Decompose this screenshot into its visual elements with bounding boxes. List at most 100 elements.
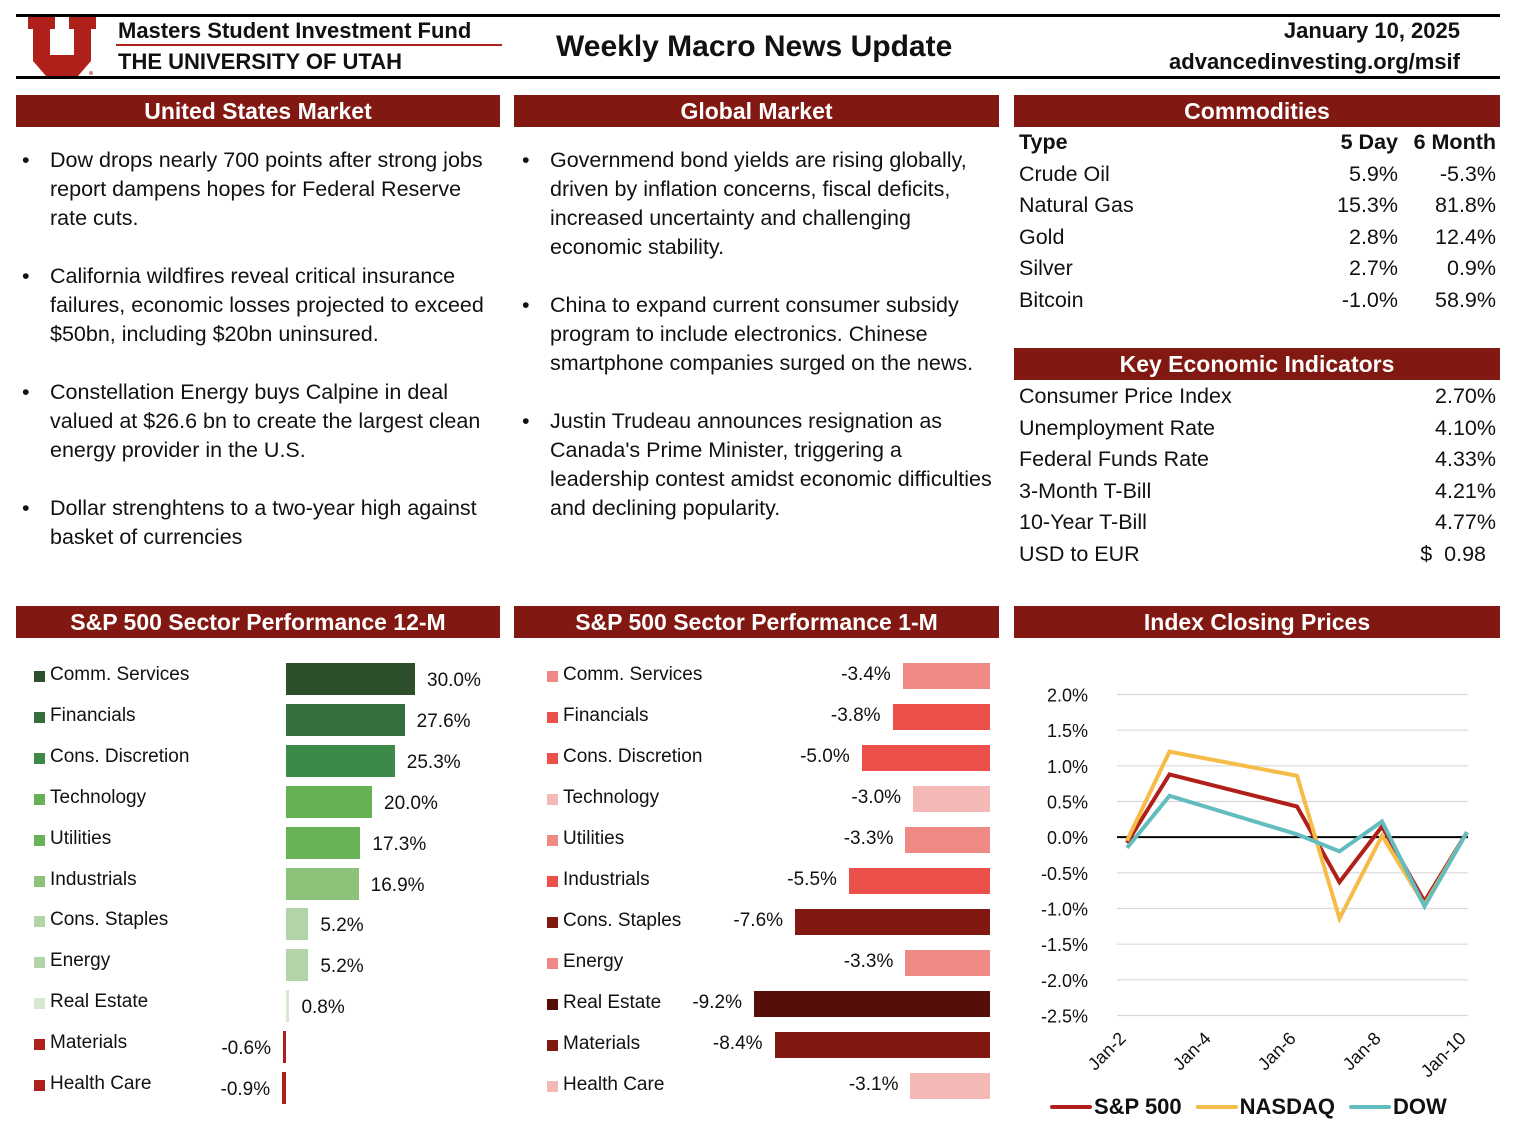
indicator-value: 4.21% bbox=[1435, 478, 1496, 503]
university-name: THE UNIVERSITY OF UTAH bbox=[118, 49, 402, 74]
y-tick-label: 0.0% bbox=[1047, 828, 1088, 848]
sector-1m-header: S&P 500 Sector Performance 1-M bbox=[514, 606, 999, 638]
table-row: Crude Oil 5.9% -5.3% bbox=[1019, 159, 1496, 191]
legend-square bbox=[547, 917, 558, 928]
bar bbox=[286, 867, 359, 900]
bar-value-label: 16.9% bbox=[370, 874, 425, 896]
bar-category-label: Industrials bbox=[563, 869, 650, 890]
bar-row: Financials 27.6% bbox=[16, 703, 500, 736]
bar bbox=[774, 1032, 990, 1058]
commodity-6month: 0.9% bbox=[1446, 256, 1496, 281]
us-bullet: Dow drops nearly 700 points after strong… bbox=[16, 146, 500, 233]
legend-square bbox=[34, 957, 45, 969]
legend-square bbox=[547, 753, 558, 764]
chart-legend: S&P 500 NASDAQ DOW bbox=[1050, 1094, 1461, 1120]
bar bbox=[283, 1031, 286, 1064]
indicator-value: 4.77% bbox=[1435, 510, 1496, 535]
bar-value-label: -3.3% bbox=[843, 951, 894, 972]
bar-row: Comm. Services 30.0% bbox=[16, 663, 500, 695]
table-row: Bitcoin -1.0% 58.9% bbox=[1019, 285, 1496, 317]
bar-row: Cons. Discretion 25.3% bbox=[16, 744, 500, 777]
commodity-name: Gold bbox=[1019, 224, 1065, 249]
bar-category-label: Industrials bbox=[50, 868, 137, 890]
bar bbox=[286, 826, 361, 859]
table-row: Federal Funds Rate 4.33% bbox=[1019, 444, 1496, 476]
commodity-5day: 15.3% bbox=[1337, 193, 1398, 218]
col-type: Type bbox=[1019, 130, 1068, 154]
bar bbox=[795, 909, 990, 935]
bar-value-label: -5.0% bbox=[800, 746, 850, 767]
bar-row: Comm. Services -3.4% bbox=[514, 663, 999, 695]
legend-square bbox=[34, 834, 45, 846]
table-row: 3-Month T-Bill 4.21% bbox=[1019, 476, 1496, 508]
bar-row: Financials -3.8% bbox=[514, 704, 999, 736]
y-tick-label: 2.0% bbox=[1047, 686, 1088, 706]
bar bbox=[754, 991, 990, 1017]
bar-row: Materials -0.6% bbox=[16, 1031, 500, 1064]
bar-value-label: -3.8% bbox=[830, 705, 881, 726]
global-bullet: Justin Trudeau announces resignation as … bbox=[516, 407, 996, 523]
commodity-name: Silver bbox=[1019, 256, 1073, 281]
bar-value-label: 5.2% bbox=[320, 915, 364, 937]
bar-value-label: 27.6% bbox=[416, 710, 471, 732]
bar-category-label: Comm. Services bbox=[563, 664, 703, 685]
col-6month: 6 Month bbox=[1413, 130, 1496, 154]
sector-12m-chart: Comm. Services 30.0% Financials 27.6% Cons. … bbox=[16, 663, 500, 1113]
bar-category-label: Materials bbox=[563, 1033, 641, 1054]
us-bullet: California wildfires reveal critical ins… bbox=[16, 262, 500, 349]
global-bullet: Governmend bond yields are rising global… bbox=[516, 146, 996, 262]
legend-swatch bbox=[1050, 1105, 1092, 1109]
bar-value-label: -9.2% bbox=[692, 992, 742, 1013]
bar bbox=[286, 703, 405, 736]
y-tick-label: -2.5% bbox=[1041, 1007, 1088, 1027]
y-tick-label: -1.0% bbox=[1041, 900, 1088, 920]
bar-value-label: 0.8% bbox=[301, 997, 345, 1019]
bar-value-label: 30.0% bbox=[427, 670, 481, 691]
bar-category-label: Technology bbox=[50, 786, 147, 808]
y-tick-label: -1.5% bbox=[1041, 935, 1088, 955]
indicator-name: Consumer Price Index bbox=[1019, 384, 1232, 408]
x-tick-label: Jan-6 bbox=[1254, 1028, 1300, 1074]
col-5day: 5 Day bbox=[1340, 130, 1398, 154]
bar-category-label: Utilities bbox=[563, 828, 625, 849]
legend-square bbox=[547, 876, 558, 887]
y-tick-label: 1.0% bbox=[1047, 757, 1088, 777]
legend-sp500: S&P 500 bbox=[1050, 1094, 1182, 1120]
series-line-dow bbox=[1125, 793, 1469, 911]
indicator-name: 3-Month T-Bill bbox=[1019, 478, 1152, 503]
global-bullet: China to expand current consumer subsidy… bbox=[516, 291, 996, 378]
bar-value-label: 20.0% bbox=[384, 792, 438, 814]
bar-category-label: Utilities bbox=[50, 827, 112, 849]
commodities-table: Type 5 Day 6 Month Crude Oil 5.9% -5.3% … bbox=[1019, 127, 1496, 317]
bar-category-label: Real Estate bbox=[50, 991, 149, 1013]
bar-value-label: -8.4% bbox=[712, 1033, 763, 1054]
y-tick-label: -2.0% bbox=[1041, 971, 1088, 991]
bar-row: Industrials 16.9% bbox=[16, 867, 500, 900]
bar-row: Materials -8.4% bbox=[514, 1032, 999, 1064]
bar bbox=[286, 663, 415, 695]
indicator-name: USD to EUR bbox=[1019, 541, 1140, 566]
bar-value-label: -3.0% bbox=[851, 787, 902, 808]
bar-row: Cons. Discretion -5.0% bbox=[514, 745, 999, 777]
legend-square bbox=[547, 835, 558, 846]
commodity-6month: 12.4% bbox=[1435, 224, 1496, 249]
bar-category-label: Financials bbox=[50, 704, 136, 726]
y-tick-label: 1.5% bbox=[1047, 721, 1088, 741]
legend-label: DOW bbox=[1393, 1094, 1447, 1119]
bar-category-label: Comm. Services bbox=[50, 664, 190, 685]
table-row: Natural Gas 15.3% 81.8% bbox=[1019, 190, 1496, 222]
table-row: USD to EUR $ 0.98 bbox=[1019, 539, 1496, 571]
index-closing-chart: 2.0% 1.5% 1.0% 0.5% 0.0% -0.5% -1.0% -1.5% -2.0%… bbox=[1041, 686, 1470, 1082]
legend-square bbox=[34, 998, 45, 1010]
bar bbox=[848, 868, 990, 894]
website-link[interactable]: advancedinvesting.org/msif bbox=[1169, 49, 1460, 74]
legend-square bbox=[34, 875, 45, 887]
legend-square bbox=[547, 794, 558, 805]
commodities-header: Commodities bbox=[1014, 95, 1500, 127]
bar-value-label: -7.6% bbox=[733, 910, 784, 931]
bar-category-label: Materials bbox=[50, 1032, 128, 1054]
bar bbox=[286, 744, 395, 777]
bar-value-label: 17.3% bbox=[372, 833, 427, 855]
bar-value-label: -0.6% bbox=[221, 1038, 271, 1060]
bar-category-label: Cons. Staples bbox=[50, 909, 169, 931]
